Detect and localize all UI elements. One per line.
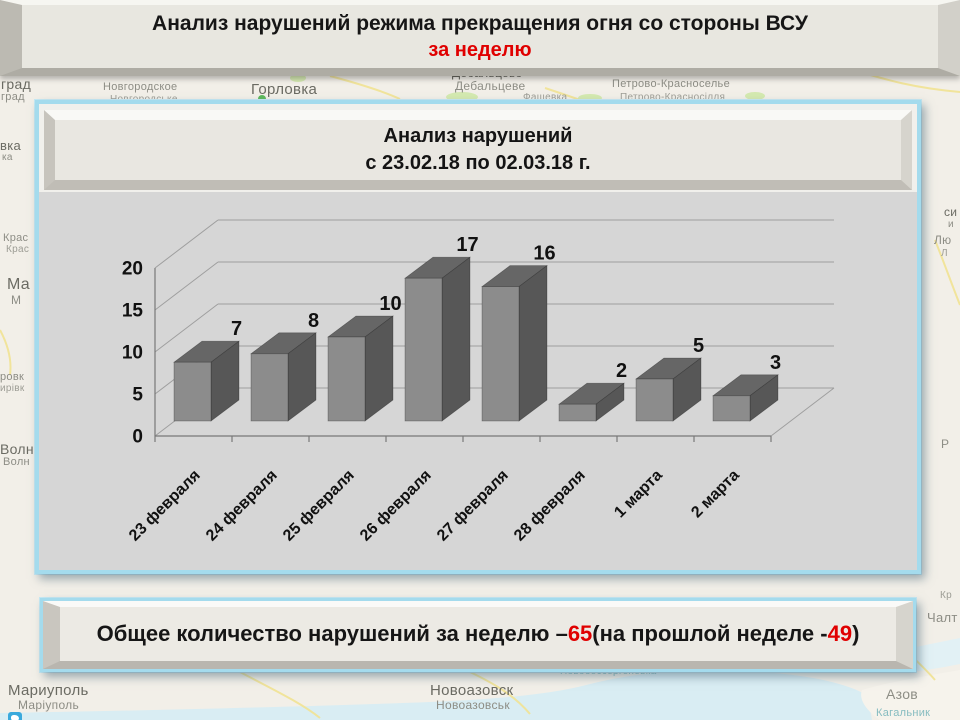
y-tick-label: 5 [132,385,143,406]
y-tick-label: 15 [122,301,144,322]
chart-title-line1: Анализ нарушений [383,125,573,147]
bar-value-label: 16 [533,243,555,265]
map-label: и [948,219,954,230]
chart-panel-header: Анализ нарушений с 23.02.18 по 02.03.18 … [39,104,917,192]
map-label: Дебальцеве [455,79,526,93]
map-label: Азов [886,686,919,702]
bar-side-face [518,264,548,422]
map-label: ирівк [0,383,25,394]
map-label: Маріуполь [18,698,80,712]
bar-front-face [635,378,674,422]
chart-title-box: Анализ нарушений с 23.02.18 по 02.03.18 … [44,110,912,190]
slide-title-banner: Анализ нарушений режима прекращения огня… [0,0,960,76]
bar-front-face [481,286,520,422]
land-azov-side [861,670,960,720]
map-label: град [1,76,32,92]
map-label: Крас [3,232,29,244]
map-label: Новгородське [110,94,178,105]
map-label: Ма [7,276,31,293]
slide-title: Анализ нарушений режима прекращения огня… [152,11,808,35]
summary-text-part: ) [852,621,860,646]
bar-side-face [441,256,471,422]
map-label: Волн [0,441,34,457]
summary-banner: Общее количество нарушений за неделю – 6… [40,598,916,672]
bar-value-label: 3 [770,352,781,374]
map-label: Новоазовськ [436,698,510,712]
bar-front-face [250,353,289,422]
map-label: си [944,205,958,219]
map-label: Волн [3,456,30,468]
map-label: Кагальник [876,707,931,719]
summary-text-part: Общее количество нарушений за неделю – [96,621,568,646]
bar-front-face [327,336,366,422]
bar-value-label: 7 [231,318,242,340]
x-category-label: 2 марта [688,467,743,522]
grid-line [154,303,219,353]
map-label: Мариуполь [8,682,89,699]
map-label: Лю [934,233,952,247]
x-category-label: 26 февраля [357,467,435,545]
x-category-label: 28 февраля [511,467,589,545]
map-label: Петрово-Красноселье [612,78,730,90]
summary-text: Общее количество нарушений за неделю – 6… [43,601,913,669]
bar-value-label: 10 [379,293,401,315]
map-label: Горловка [251,81,318,98]
map-label: вка [0,138,22,153]
chart-title-line2: с 23.02.18 по 02.03.18 г. [365,152,591,174]
sea-azov [0,670,872,720]
map-label: град [1,91,25,103]
map-watermark-icon [8,712,22,720]
map-label: Новгородское [103,81,178,93]
bar-front-face [558,403,597,422]
green-areas [290,74,765,102]
y-tick-label: 20 [122,259,143,280]
y-tick-label: 10 [122,343,143,364]
chart-region: 0 5 10 15 20 7 8 10 17 16 2 5 3 23 февраля 24 февраля 2… [39,192,917,570]
bar-front-face [173,361,212,422]
x-category-label: 23 февраля [126,467,204,545]
grid-line [770,387,835,437]
map-label: Р [941,437,950,451]
map-label: Чалт [927,610,958,625]
slide-subtitle: за неделю [428,38,532,61]
map-label: Кр [940,590,952,601]
map-label: Л [941,248,948,259]
summary-text-part: 65 [567,621,593,646]
x-category-label: 27 февраля [434,467,512,545]
bar-front-face [712,395,751,422]
map-label: Новоазовск [430,682,514,699]
x-category-label: 1 марта [611,467,666,522]
grid-line [154,261,219,311]
bar-value-label: 8 [308,310,319,332]
map-label: Фащевка [523,92,568,103]
x-category-label: 24 февраля [203,467,281,545]
bar-value-label: 2 [616,360,627,382]
bar-value-label: 5 [693,335,704,357]
x-category-label: 25 февраля [280,467,358,545]
map-label: Петрово-Красносілля [620,92,726,103]
bar-front-face [404,277,443,422]
bar-value-label: 17 [456,234,478,256]
chart-panel: Анализ нарушений с 23.02.18 по 02.03.18 … [35,100,921,574]
y-tick-label: 0 [132,427,143,448]
grid-line [154,219,219,269]
map-label: ка [2,152,13,163]
map-label: ровк [0,371,25,383]
map-label: М [11,293,22,307]
summary-text-part: (на прошлой неделе - [592,621,828,646]
summary-text-part: 49 [827,621,853,646]
map-label: Крас [6,244,30,255]
